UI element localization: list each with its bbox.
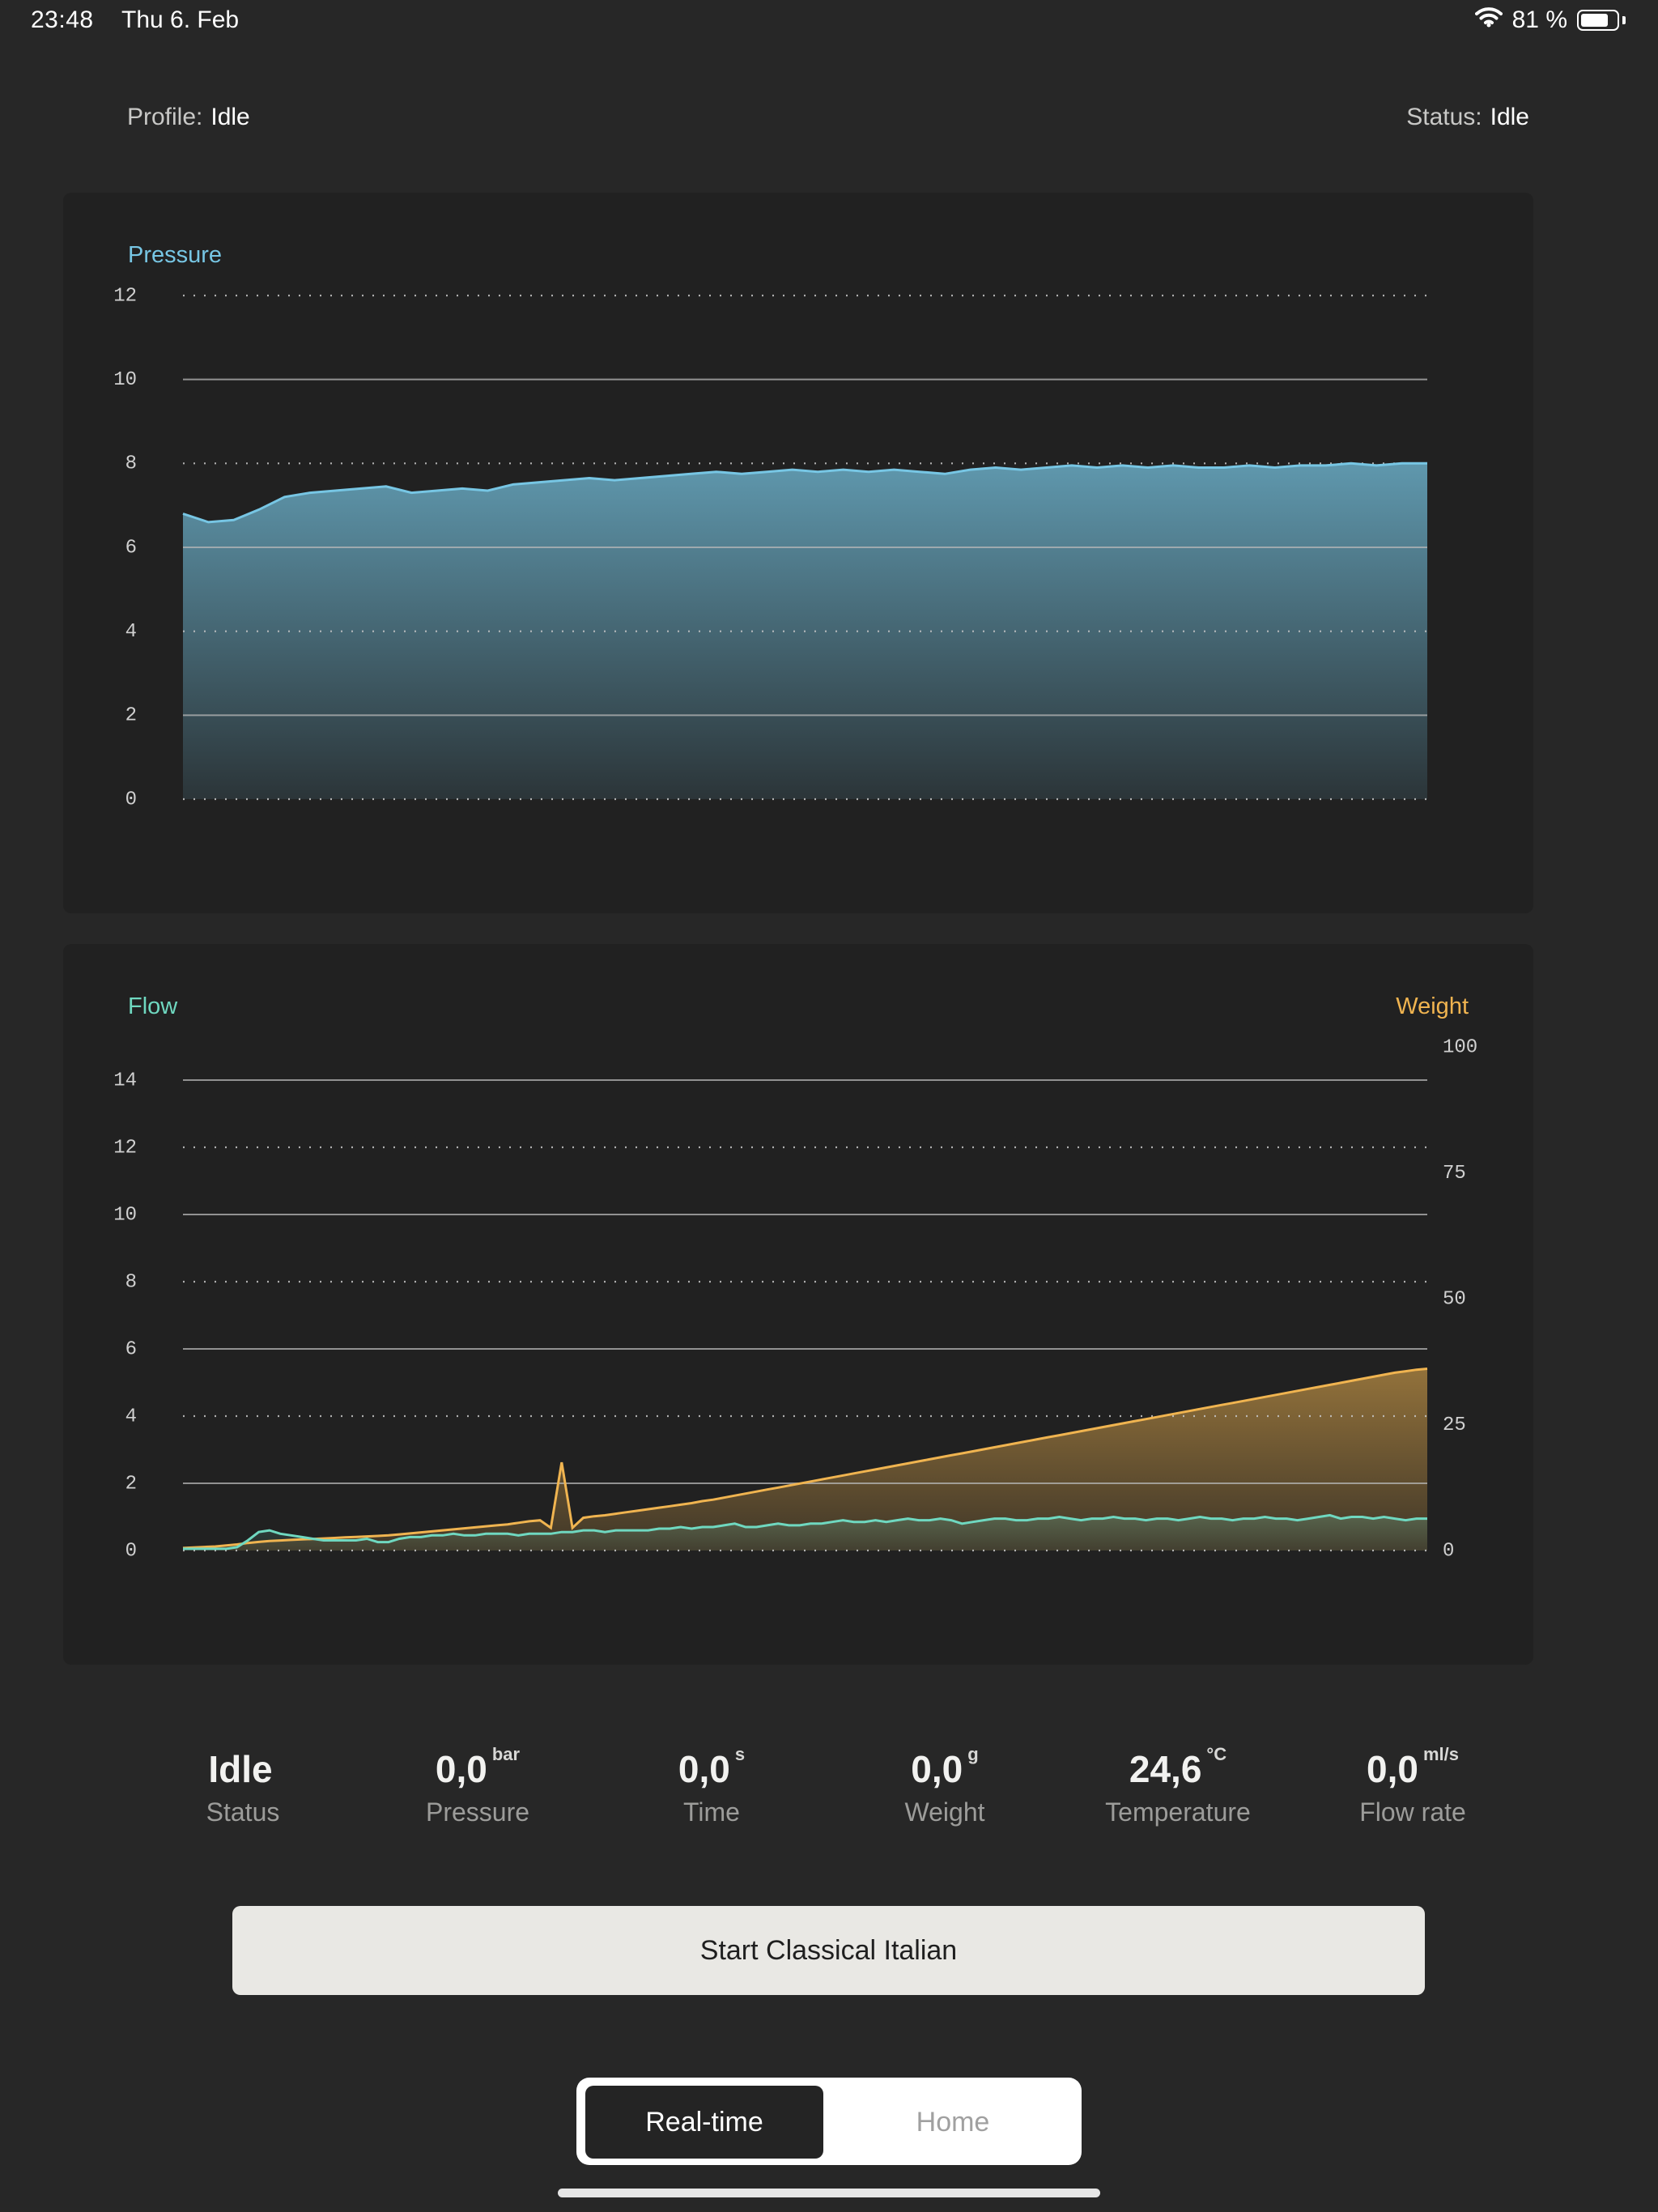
stat-status-value: Idle xyxy=(208,1748,273,1790)
weight-y-tick-label: 50 xyxy=(1443,1288,1466,1310)
stat-time-value: 0,0 xyxy=(678,1748,730,1790)
stat-pressure-label: Pressure xyxy=(425,1797,530,1827)
stat-status: Idle Status xyxy=(138,1747,348,1827)
status-label: Status: xyxy=(1406,104,1482,130)
battery-icon xyxy=(1577,10,1619,31)
stat-weight: 0,0 g Weight xyxy=(840,1744,1050,1827)
pressure-y-tick-label: 2 xyxy=(125,705,137,727)
pressure-y-tick-label: 0 xyxy=(125,789,137,810)
flow-y-tick-label: 8 xyxy=(125,1271,137,1293)
view-segmented-control: Real-time Home xyxy=(576,2078,1082,2165)
pressure-y-tick-label: 6 xyxy=(125,537,137,559)
stat-pressure-value: 0,0 xyxy=(435,1748,487,1790)
stat-time-label: Time xyxy=(683,1797,740,1827)
pressure-y-tick-label: 8 xyxy=(125,453,137,475)
flow-y-tick-label: 2 xyxy=(125,1473,137,1495)
battery-tip xyxy=(1622,16,1626,24)
flow-y-tick-label: 0 xyxy=(125,1540,137,1562)
flow-weight-chart-panel: Flow Weight 0 2 4 6 8 10 12 14 0 25 50 75 100 xyxy=(63,944,1533,1665)
flow-y-tick-label: 12 xyxy=(113,1137,137,1159)
status-value: Idle xyxy=(1490,104,1529,130)
stat-pressure: 0,0 bar Pressure xyxy=(372,1744,583,1827)
battery-percentage: 81 % xyxy=(1511,6,1567,33)
home-indicator[interactable] xyxy=(558,2189,1100,2197)
pressure-series-line xyxy=(182,462,1427,524)
stat-time: 0,0 s Time xyxy=(606,1744,817,1827)
stat-temperature: 24,6 °C Temperature xyxy=(1073,1744,1283,1827)
stat-time-unit: s xyxy=(734,1744,746,1764)
stat-temperature-label: Temperature xyxy=(1105,1797,1251,1827)
weight-area xyxy=(183,1368,1427,1551)
flow-y-tick-label: 4 xyxy=(125,1406,137,1427)
stat-flow-rate: 0,0 ml/s Flow rate xyxy=(1307,1744,1518,1827)
stat-temperature-value: 24,6 xyxy=(1129,1748,1202,1790)
status-bar-time: 23:48 xyxy=(31,6,94,33)
stat-weight-unit: g xyxy=(967,1744,979,1764)
flow-series-line xyxy=(183,1513,1427,1551)
stat-flow-rate-value: 0,0 xyxy=(1367,1748,1418,1790)
tab-real-time[interactable]: Real-time xyxy=(585,2086,823,2159)
stat-flow-rate-unit: ml/s xyxy=(1422,1744,1459,1764)
pressure-chart: 0 2 4 6 8 10 12 xyxy=(113,285,1427,810)
weight-series-line xyxy=(182,1368,1428,1550)
flow-weight-chart: 0 2 4 6 8 10 12 14 0 25 50 75 100 xyxy=(113,1036,1477,1562)
status-indicator: Status: Idle xyxy=(1406,104,1529,131)
pressure-chart-panel: Pressure 0 2 4 6 8 10 12 xyxy=(63,193,1533,913)
status-bar-date: Thu 6. Feb xyxy=(121,6,240,33)
flow-y-tick-label: 14 xyxy=(113,1070,137,1091)
weight-y-tick-label: 0 xyxy=(1443,1540,1454,1562)
stat-pressure-unit: bar xyxy=(491,1744,521,1764)
weight-y-tick-label: 75 xyxy=(1443,1163,1466,1185)
weight-y-tick-label: 25 xyxy=(1443,1414,1466,1436)
weight-chart-title: Weight xyxy=(1396,993,1469,1019)
weight-y-tick-label: 100 xyxy=(1443,1036,1477,1058)
stat-temperature-unit: °C xyxy=(1206,1744,1227,1764)
stat-weight-value: 0,0 xyxy=(911,1748,963,1790)
flow-y-tick-label: 6 xyxy=(125,1338,137,1360)
profile-indicator: Profile: Idle xyxy=(127,104,250,131)
pressure-y-tick-label: 4 xyxy=(125,621,137,643)
flow-y-tick-label: 10 xyxy=(113,1204,137,1226)
pressure-y-tick-label: 12 xyxy=(113,285,137,307)
stat-weight-label: Weight xyxy=(904,1797,985,1827)
flow-chart-title: Flow xyxy=(128,993,178,1019)
wifi-icon xyxy=(1474,6,1503,34)
profile-label: Profile: xyxy=(127,104,203,130)
stat-status-label: Status xyxy=(206,1797,280,1827)
flow-area xyxy=(183,1515,1427,1551)
tab-home[interactable]: Home xyxy=(916,2106,990,2138)
stat-flow-rate-label: Flow rate xyxy=(1359,1797,1466,1827)
pressure-chart-title: Pressure xyxy=(128,242,223,268)
start-profile-button[interactable]: Start Classical Italian xyxy=(232,1906,1425,1995)
status-bar-right: 81 % xyxy=(1474,6,1626,34)
profile-value: Idle xyxy=(210,104,250,130)
pressure-y-tick-label: 10 xyxy=(113,369,137,391)
